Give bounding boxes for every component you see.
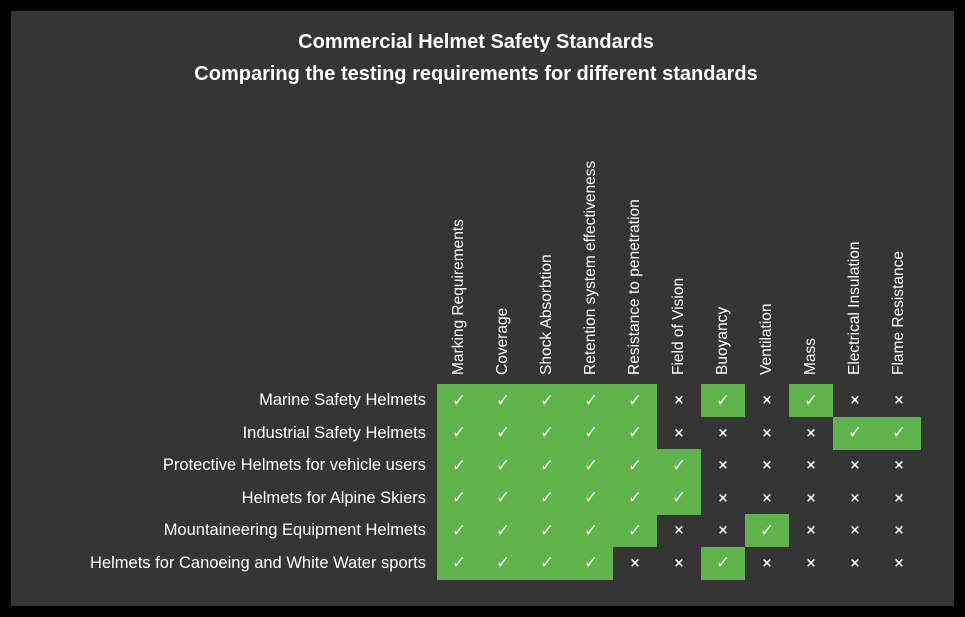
cross-mark-cell: × bbox=[849, 523, 861, 538]
cross-mark-cell: × bbox=[893, 490, 905, 506]
column-header: Shock Absorbtion bbox=[538, 254, 555, 375]
check-mark-cell: ✓ bbox=[613, 384, 657, 417]
cross-mark-cell: × bbox=[717, 523, 729, 538]
cross-mark-cell: × bbox=[893, 523, 905, 538]
check-mark-cell: ✓ bbox=[481, 481, 525, 515]
column-header: Field of Vision bbox=[670, 277, 687, 375]
chart-subtitle: Comparing the testing requirements for d… bbox=[194, 63, 758, 85]
cross-mark-cell: × bbox=[805, 425, 817, 441]
check-mark-cell: ✓ bbox=[613, 481, 657, 515]
cross-mark-cell: × bbox=[673, 425, 685, 441]
check-mark-cell: ✓ bbox=[569, 384, 613, 417]
cross-mark-cell: × bbox=[805, 523, 817, 538]
requirements-matrix: Marking Requirements Coverage Shock Absorb… bbox=[11, 11, 954, 606]
check-mark-cell: ✓ bbox=[613, 449, 657, 482]
column-header: Retention system effectiveness bbox=[582, 160, 599, 375]
check-mark-cell: ✓ bbox=[613, 416, 657, 450]
cross-mark-cell: × bbox=[893, 458, 905, 473]
cross-mark-cell: × bbox=[893, 393, 905, 408]
cross-mark-cell: × bbox=[673, 555, 685, 571]
check-mark-cell: ✓ bbox=[877, 416, 921, 450]
check-mark-cell: ✓ bbox=[701, 384, 745, 417]
cross-mark-cell: × bbox=[761, 555, 773, 571]
check-mark-cell: ✓ bbox=[481, 384, 525, 417]
check-mark-cell: ✓ bbox=[437, 481, 481, 515]
row-label: Protective Helmets for vehicle users bbox=[162, 456, 426, 474]
check-mark-cell: ✓ bbox=[745, 514, 789, 547]
check-mark-cell: ✓ bbox=[657, 481, 701, 515]
check-mark-cell: ✓ bbox=[789, 384, 833, 417]
cross-mark-cell: × bbox=[761, 490, 773, 506]
check-mark-cell: ✓ bbox=[569, 546, 613, 580]
check-mark-cell: ✓ bbox=[613, 514, 657, 547]
cross-mark-cell: × bbox=[805, 458, 817, 473]
cross-mark-cell: × bbox=[761, 425, 773, 441]
column-header: Mass bbox=[802, 337, 819, 375]
cross-mark-cell: × bbox=[717, 425, 729, 441]
cross-mark-cell: × bbox=[717, 458, 729, 473]
cross-mark-cell: × bbox=[893, 555, 905, 571]
check-mark-cell: ✓ bbox=[481, 449, 525, 482]
cross-mark-cell: × bbox=[849, 458, 861, 473]
cross-mark-cell: × bbox=[849, 490, 861, 506]
row-label: Mountaineering Equipment Helmets bbox=[163, 521, 426, 539]
column-header: Marking Requirements bbox=[450, 219, 467, 375]
check-mark-cell: ✓ bbox=[525, 449, 569, 482]
column-header: Coverage bbox=[494, 307, 511, 375]
cross-mark-cell: × bbox=[805, 490, 817, 506]
row-label: Marine Safety Helmets bbox=[259, 391, 426, 409]
row-label: Helmets for Alpine Skiers bbox=[241, 488, 426, 507]
column-header: Buoyancy bbox=[714, 306, 731, 375]
check-mark-cell: ✓ bbox=[525, 481, 569, 515]
cross-mark-cell: × bbox=[673, 393, 685, 408]
cross-mark-cell: × bbox=[849, 393, 861, 408]
cross-mark-cell: × bbox=[761, 393, 773, 408]
check-mark-cell: ✓ bbox=[481, 416, 525, 450]
cross-mark-cell: × bbox=[629, 555, 641, 571]
check-mark-cell: ✓ bbox=[437, 416, 481, 450]
check-mark-cell: ✓ bbox=[525, 514, 569, 547]
row-label: Industrial Safety Helmets bbox=[242, 423, 426, 442]
check-mark-cell: ✓ bbox=[437, 546, 481, 580]
check-mark-cell: ✓ bbox=[481, 514, 525, 547]
cross-mark-cell: × bbox=[849, 555, 861, 571]
cross-mark-cell: × bbox=[673, 523, 685, 538]
cross-mark-cell: × bbox=[805, 555, 817, 571]
check-mark-cell: ✓ bbox=[569, 449, 613, 482]
chart-panel: Commercial Helmet Safety Standards Compa… bbox=[11, 11, 954, 606]
column-header: Flame Resistance bbox=[890, 250, 907, 375]
check-mark-cell: ✓ bbox=[569, 514, 613, 547]
chart-title: Commercial Helmet Safety Standards bbox=[298, 31, 654, 53]
column-header: Ventilation bbox=[758, 303, 775, 375]
row-label: Helmets for Canoeing and White Water spo… bbox=[90, 553, 426, 572]
check-mark-cell: ✓ bbox=[569, 481, 613, 515]
cross-mark-cell: × bbox=[717, 490, 729, 506]
check-mark-cell: ✓ bbox=[437, 514, 481, 547]
check-mark-cell: ✓ bbox=[525, 416, 569, 450]
check-mark-cell: ✓ bbox=[833, 416, 877, 450]
check-mark-cell: ✓ bbox=[701, 546, 745, 580]
chart-title-block: Commercial Helmet Safety Standards Compa… bbox=[11, 26, 941, 90]
check-mark-cell: ✓ bbox=[481, 546, 525, 580]
check-mark-cell: ✓ bbox=[569, 416, 613, 450]
check-mark-cell: ✓ bbox=[437, 449, 481, 482]
check-mark-cell: ✓ bbox=[657, 449, 701, 482]
check-mark-cell: ✓ bbox=[437, 384, 481, 417]
cross-mark-cell: × bbox=[761, 458, 773, 473]
column-header: Resistance to penetration bbox=[626, 199, 643, 375]
column-header: Electrical Insulation bbox=[846, 241, 863, 375]
check-mark-cell: ✓ bbox=[525, 384, 569, 417]
check-mark-cell: ✓ bbox=[525, 546, 569, 580]
